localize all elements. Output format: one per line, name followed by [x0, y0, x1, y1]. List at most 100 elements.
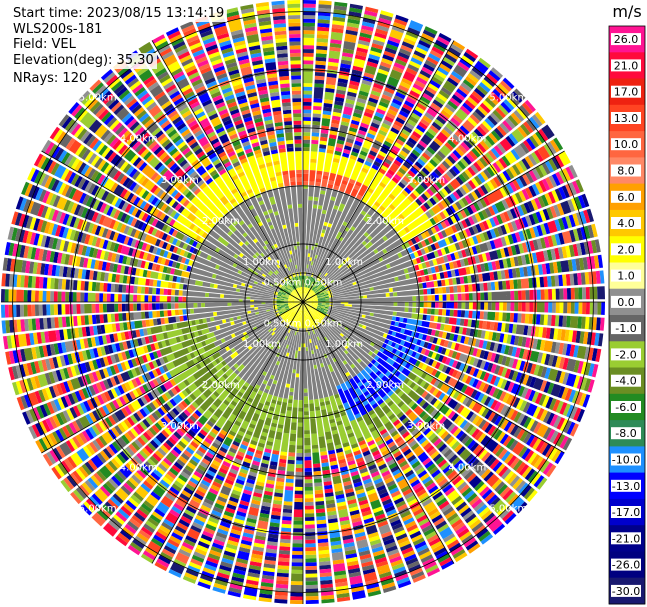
gate-cells [328, 449, 366, 600]
gate-cells [356, 358, 506, 514]
gate-cells [580, 272, 586, 285]
gate-cells [323, 323, 368, 369]
gate-cells [49, 126, 122, 181]
gate-cells [303, 302, 490, 518]
gate-cells [23, 318, 204, 361]
gate-cells [256, 125, 265, 131]
gate-cells [185, 302, 273, 309]
gate-cells [430, 276, 545, 295]
gate-cells [191, 302, 303, 482]
gate-cells [313, 45, 328, 100]
gate-cells [284, 185, 300, 273]
gate-cells [380, 495, 414, 555]
gate-cells [145, 364, 169, 381]
field-label: Field: VEL [10, 37, 79, 53]
gate-cells [401, 64, 468, 155]
gate-cells [273, 160, 284, 188]
gate-cells [245, 327, 297, 488]
gate-cells [206, 149, 215, 157]
gate-cells [495, 260, 501, 270]
gate-cells [427, 308, 594, 330]
gate-cells [290, 185, 302, 272]
gate-cells [111, 393, 169, 438]
gate-cells [425, 445, 463, 486]
ray [227, 302, 303, 598]
gate-cells [49, 343, 56, 356]
ray [112, 59, 303, 302]
gate-cells [306, 331, 319, 400]
gate-cells [184, 344, 281, 518]
gate-cells [42, 249, 185, 284]
gate-cells [26, 361, 41, 376]
gate-cells [451, 70, 463, 81]
gate-cells [440, 207, 492, 238]
gate-cells [435, 456, 478, 503]
gate-cells [373, 349, 550, 473]
gate-cells [413, 405, 500, 488]
gate-cells [428, 322, 564, 355]
ray [165, 27, 303, 302]
gate-cells [449, 148, 521, 202]
azimuth-spoke [302, 150, 565, 303]
gate-cells [333, 295, 421, 302]
gate-cells [387, 330, 591, 408]
gate-cells [325, 321, 374, 362]
gate-cells [245, 123, 260, 148]
gate-cells [116, 470, 127, 481]
gate-cells [439, 211, 447, 220]
gate-cells [105, 96, 130, 121]
gate-cells [278, 186, 298, 273]
gate-cells [437, 66, 449, 76]
ray [303, 26, 438, 302]
gate-cells [242, 112, 252, 119]
gate-cells [381, 531, 401, 560]
ray [138, 41, 303, 302]
gate-cells [328, 238, 404, 287]
gate-cells [322, 324, 364, 372]
gate-cells [419, 97, 496, 179]
gate-cells [30, 342, 160, 390]
gate-cells [391, 176, 400, 184]
gate-cells [340, 63, 351, 69]
gate-cells [158, 453, 225, 565]
gate-cells [319, 568, 334, 596]
gate-cells [489, 271, 495, 281]
gate-cells [456, 271, 594, 293]
ray [3, 302, 303, 350]
gate-cells [393, 450, 460, 550]
ray [4, 242, 303, 302]
ray [51, 302, 304, 480]
gate-cells [434, 279, 514, 294]
gate-cells [185, 384, 254, 492]
gate-cells [349, 378, 421, 488]
gate-cells [308, 39, 370, 277]
gate-cells [437, 272, 491, 287]
gate-cells [187, 119, 227, 176]
range-ring-label: 4.00km [120, 134, 158, 145]
ray [1, 289, 303, 302]
gate-cells [148, 361, 155, 370]
gate-cells [250, 327, 288, 387]
gate-cells [400, 328, 551, 379]
gate-cells [138, 41, 171, 84]
gate-cells [92, 140, 135, 176]
gate-cells [558, 274, 563, 287]
gate-cells [94, 488, 109, 503]
gate-cells [387, 48, 479, 176]
gate-cells [246, 326, 287, 385]
gate-cells [237, 55, 260, 109]
gate-cells [156, 443, 209, 515]
gate-cells [70, 347, 103, 364]
gate-cells [305, 347, 331, 562]
gate-cells [538, 394, 557, 411]
gate-cells [34, 354, 148, 404]
gate-cells [18, 229, 26, 243]
gate-cells [303, 79, 493, 302]
gate-cells [41, 368, 110, 401]
ray [80, 302, 303, 516]
gate-cells [379, 428, 425, 494]
gate-cells [70, 158, 304, 302]
gate-cells [251, 499, 261, 506]
gate-cells [281, 478, 294, 532]
gate-cells [264, 398, 288, 493]
